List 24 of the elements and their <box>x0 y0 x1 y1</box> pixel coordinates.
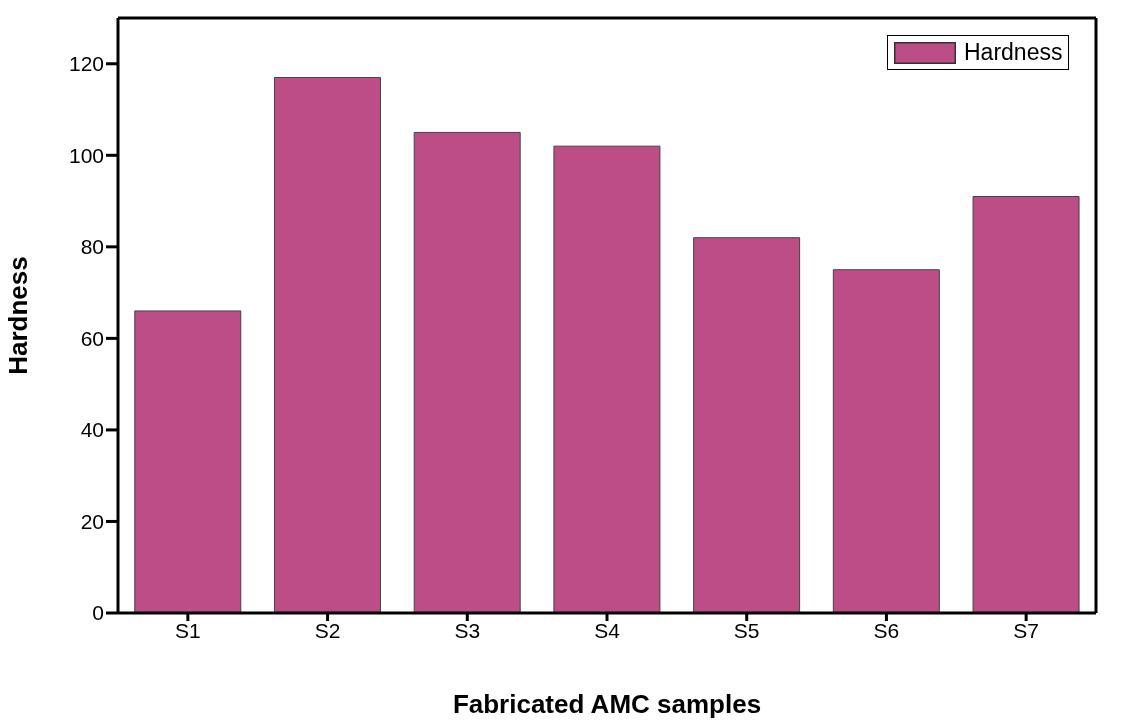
y-tick-label: 40 <box>80 418 104 442</box>
y-tick-label: 120 <box>68 52 104 76</box>
text: Hardness <box>964 39 1063 66</box>
x-tick-label: S6 <box>873 618 900 642</box>
bar <box>832 269 940 613</box>
x-tick-label: S7 <box>1013 618 1039 642</box>
bar <box>134 310 242 613</box>
x-tick-label: S5 <box>733 618 760 642</box>
x-tick-label: S1 <box>175 618 201 642</box>
bar <box>693 237 801 613</box>
x-axis-title: Fabricated AMC samples <box>452 689 762 719</box>
bar <box>553 145 661 613</box>
y-tick-label: 20 <box>80 509 104 533</box>
x-tick-label: S2 <box>314 618 341 642</box>
y-tick-label: 60 <box>80 326 104 350</box>
y-tick-label: 80 <box>80 235 104 259</box>
x-tick-label: S3 <box>454 618 481 642</box>
x-tick-label: S4 <box>594 618 621 642</box>
bar <box>273 77 381 613</box>
bar <box>413 131 521 613</box>
y-tick-label: 0 <box>92 601 104 625</box>
y-tick-label: 100 <box>68 143 104 167</box>
bar <box>972 196 1080 613</box>
y-axis-title: Hardness <box>3 256 34 375</box>
